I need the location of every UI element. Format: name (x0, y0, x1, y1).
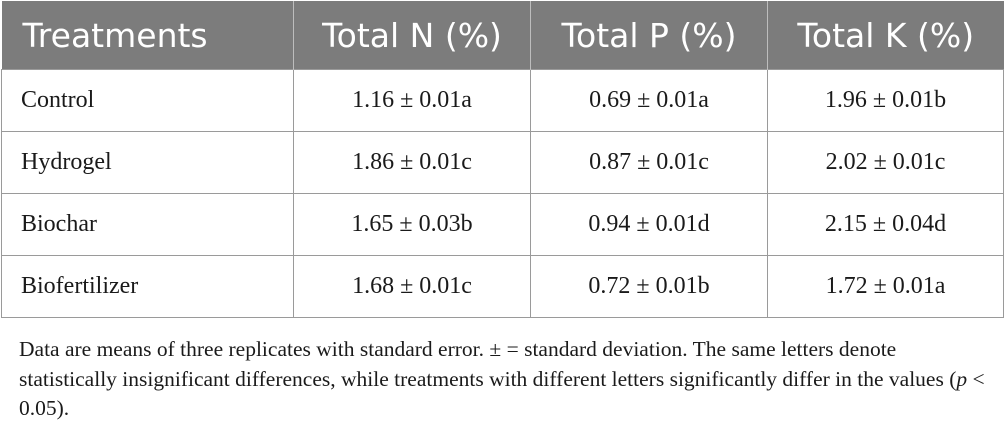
total-p-cell: 0.94 ± 0.01d (530, 193, 768, 256)
total-k-cell: 2.02 ± 0.01c (767, 131, 1004, 194)
table-body: Control 1.16 ± 0.01a 0.69 ± 0.01a 1.96 ±… (1, 69, 1004, 318)
total-k-cell: 2.15 ± 0.04d (767, 193, 1004, 256)
header-total-k: Total K (%) (767, 1, 1004, 70)
header-treatments: Treatments (1, 1, 294, 70)
treatment-cell: Biofertilizer (1, 255, 294, 318)
total-k-cell: 1.96 ± 0.01b (767, 69, 1004, 132)
table-footnote: Data are means of three replicates with … (19, 335, 989, 424)
header-total-p: Total P (%) (530, 1, 768, 70)
footnote-text: Data are means of three replicates with … (19, 337, 957, 391)
total-p-cell: 0.69 ± 0.01a (530, 69, 768, 132)
table-row: Biochar 1.65 ± 0.03b 0.94 ± 0.01d 2.15 ±… (1, 193, 1004, 256)
total-k-cell: 1.72 ± 0.01a (767, 255, 1004, 318)
footnote-text-end: < 0.05). (19, 366, 985, 421)
total-n-cell: 1.68 ± 0.01c (293, 255, 531, 318)
total-n-cell: 1.86 ± 0.01c (293, 131, 531, 194)
total-n-cell: 1.65 ± 0.03b (293, 193, 531, 256)
footnote-p-symbol: p (956, 366, 968, 391)
nutrient-table: Treatments Total N (%) Total P (%) Total… (1, 1, 1004, 318)
total-p-cell: 0.72 ± 0.01b (530, 255, 768, 318)
table-row: Biofertilizer 1.68 ± 0.01c 0.72 ± 0.01b … (1, 255, 1004, 318)
treatment-cell: Control (1, 69, 294, 132)
treatment-cell: Hydrogel (1, 131, 294, 194)
table-header: Treatments Total N (%) Total P (%) Total… (1, 1, 1004, 70)
table-row: Hydrogel 1.86 ± 0.01c 0.87 ± 0.01c 2.02 … (1, 131, 1004, 194)
total-n-cell: 1.16 ± 0.01a (293, 69, 531, 132)
treatment-cell: Biochar (1, 193, 294, 256)
total-p-cell: 0.87 ± 0.01c (530, 131, 768, 194)
table-row: Control 1.16 ± 0.01a 0.69 ± 0.01a 1.96 ±… (1, 69, 1004, 132)
header-total-n: Total N (%) (293, 1, 531, 70)
header-row: Treatments Total N (%) Total P (%) Total… (1, 1, 1004, 70)
